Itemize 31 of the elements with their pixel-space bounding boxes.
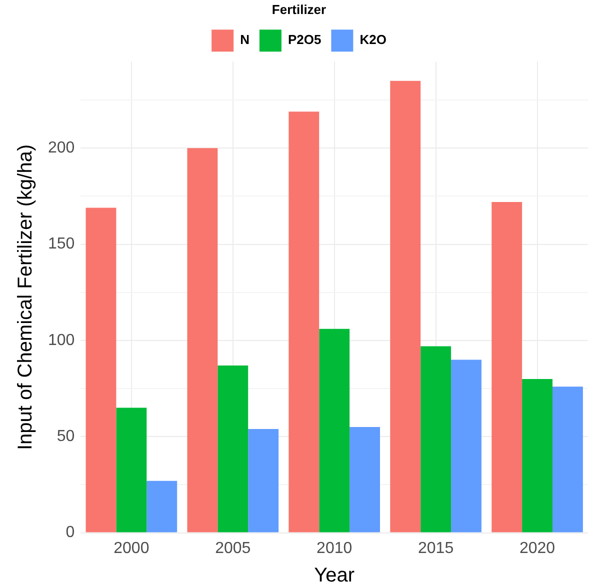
bar <box>187 148 218 532</box>
x-tick-label: 2020 <box>519 540 556 557</box>
bar <box>248 428 279 532</box>
bar <box>420 346 452 532</box>
x-axis-title: Year <box>314 564 355 587</box>
x-tick-label: 2005 <box>215 540 251 557</box>
legend-title: Fertilizer <box>272 2 326 18</box>
bar <box>319 328 350 532</box>
bar <box>86 208 116 532</box>
bar <box>218 365 248 532</box>
y-tick-label: 100 <box>48 332 75 349</box>
y-tick-label: 150 <box>48 236 75 253</box>
bar <box>451 360 482 532</box>
bar <box>350 427 380 532</box>
bar <box>552 386 583 532</box>
bar <box>288 112 320 532</box>
y-axis-title: Input of Chemical Fertilizer (kg/ha) <box>14 144 37 450</box>
y-tick-label: 50 <box>56 428 75 446</box>
x-tick-label: 2010 <box>316 540 352 557</box>
bar <box>146 480 178 532</box>
legend-label: P2O5 <box>288 32 322 48</box>
x-tick-label: 2000 <box>114 540 150 557</box>
bar <box>116 408 147 532</box>
bar <box>522 378 552 532</box>
x-tick-label: 2015 <box>418 540 454 557</box>
bar <box>492 202 522 532</box>
bar <box>390 80 421 532</box>
y-tick-label: 0 <box>66 524 75 542</box>
legend-label: K2O <box>360 32 386 48</box>
y-tick-label: 200 <box>48 140 75 157</box>
legend-label: N <box>240 32 250 48</box>
